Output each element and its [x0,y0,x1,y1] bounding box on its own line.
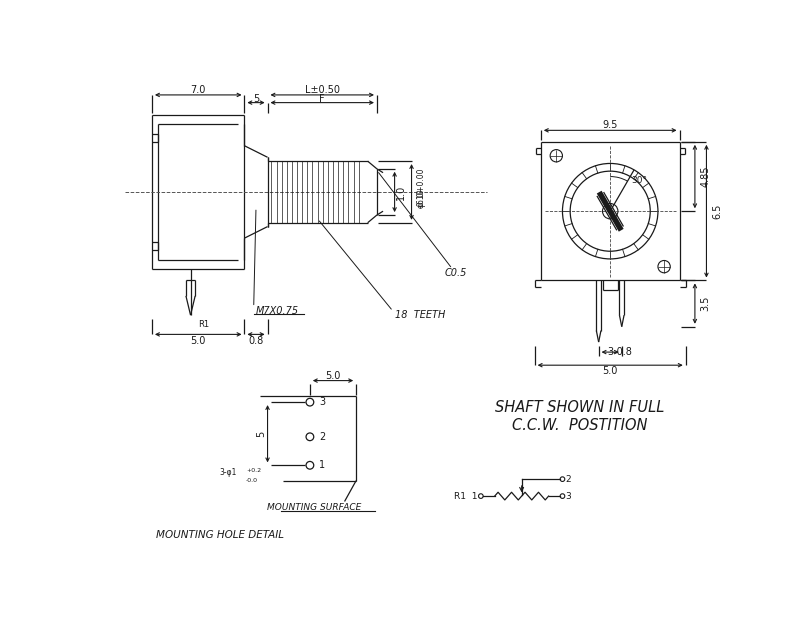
Text: φ6.0+0.00: φ6.0+0.00 [416,167,426,208]
Text: C0.5: C0.5 [445,268,467,278]
Text: +0.2: +0.2 [246,468,261,473]
Text: 9.5: 9.5 [602,120,618,130]
Circle shape [560,494,565,498]
Text: 6.5: 6.5 [712,203,722,219]
Text: 5: 5 [253,94,259,104]
Circle shape [560,477,565,482]
Text: R1: R1 [198,320,210,329]
Circle shape [478,494,483,498]
Text: 4.85: 4.85 [701,166,710,187]
Text: 1: 1 [319,461,326,470]
Text: -0.0: -0.0 [246,478,258,483]
Text: 3: 3 [319,397,326,407]
Text: 2: 2 [319,432,326,442]
Text: -0.10: -0.10 [416,189,426,208]
Text: 3: 3 [565,492,570,501]
Text: 5.0: 5.0 [602,366,618,376]
Text: MOUNTING HOLE DETAIL: MOUNTING HOLE DETAIL [156,529,284,540]
Text: 7.0: 7.0 [190,85,206,96]
Text: 3-φ1: 3-φ1 [219,468,237,478]
Text: M7X0.75: M7X0.75 [256,306,299,317]
Text: 0.8: 0.8 [248,336,264,345]
Text: R1  1: R1 1 [454,492,478,501]
Text: MOUNTING SURFACE: MOUNTING SURFACE [266,503,361,512]
Text: L±0.50: L±0.50 [305,85,340,96]
Text: SHAFT SHOWN IN FULL: SHAFT SHOWN IN FULL [494,400,664,415]
Text: 2: 2 [565,475,570,483]
Text: F: F [319,94,325,104]
Text: 1.0: 1.0 [396,184,406,199]
Text: C.C.W.  POSTITION: C.C.W. POSTITION [512,418,647,433]
Text: 3-0.8: 3-0.8 [607,347,632,357]
Text: 3.5: 3.5 [701,296,710,311]
Text: 5.0: 5.0 [326,371,341,381]
Text: 5: 5 [256,431,266,437]
Text: 30°: 30° [631,176,647,185]
Text: 18  TEETH: 18 TEETH [394,310,445,320]
Text: 5.0: 5.0 [190,336,206,345]
